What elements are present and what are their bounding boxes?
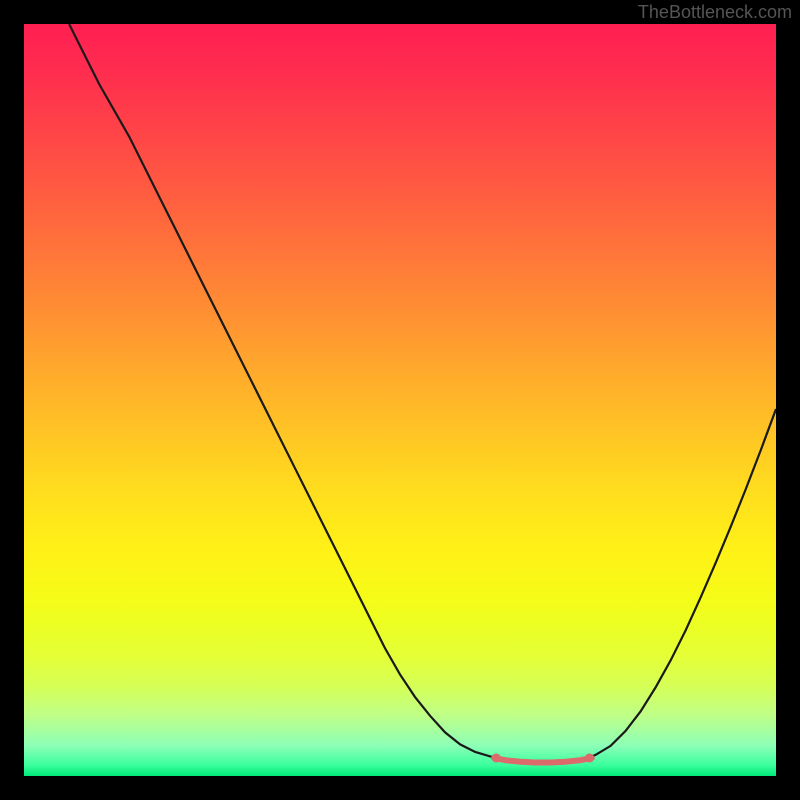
- valley-right-marker: [585, 753, 594, 762]
- watermark-text: TheBottleneck.com: [638, 2, 792, 23]
- valley-left-marker: [492, 753, 501, 762]
- left-curve: [69, 24, 498, 758]
- curve-overlay: [24, 24, 776, 776]
- right-curve: [588, 409, 776, 758]
- plot-area: [24, 24, 776, 776]
- valley-flat: [494, 758, 592, 763]
